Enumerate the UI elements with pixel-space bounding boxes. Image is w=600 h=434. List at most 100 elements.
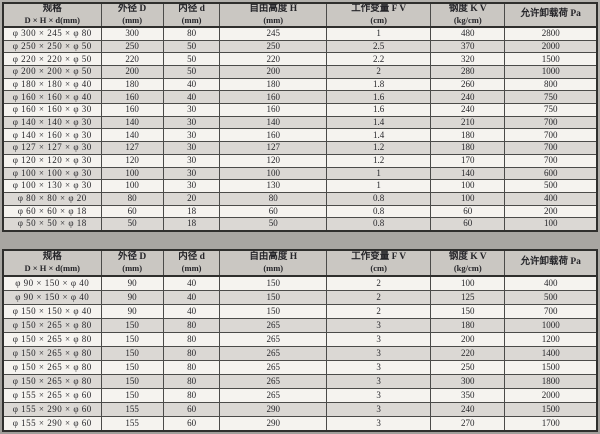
- table-cell: 40: [162, 90, 221, 105]
- table-cell: 400: [504, 275, 598, 292]
- table-cell: 290: [219, 401, 328, 417]
- table-row: φ 60 × 60 × φ 18 60 18 60 0.8 60 200: [2, 204, 598, 219]
- table-cell: 140: [219, 115, 328, 130]
- table-cell: φ 220 × 220 × φ 50: [2, 52, 102, 67]
- table-cell: φ 50 × 50 × φ 18: [2, 217, 102, 232]
- column-header-2: 内径 d (mm): [162, 2, 221, 28]
- table-row: φ 80 × 80 × φ 20 80 20 80 0.8 100 400: [2, 191, 598, 206]
- table-row: φ 150 × 265 × φ 80 150 80 265 3 250 1500: [2, 359, 598, 375]
- table-cell: 2: [326, 65, 432, 79]
- table-cell: 60: [162, 415, 221, 432]
- column-header-4: 工作变量 F V (cm): [326, 249, 432, 277]
- table-row: φ 150 × 150 × φ 40 90 40 150 2 150 700: [2, 304, 598, 320]
- table-cell: 200: [430, 332, 506, 347]
- table-cell: 1.8: [326, 77, 432, 92]
- table-cell: 160: [219, 90, 328, 105]
- table-cell: 240: [430, 103, 506, 117]
- table-cell: 100: [100, 166, 164, 181]
- table-cell: 280: [430, 65, 506, 79]
- table-cell: 40: [162, 304, 221, 320]
- table-cell: 160: [100, 90, 164, 105]
- table-cell: 245: [219, 26, 328, 41]
- table-cell: 155: [100, 401, 164, 417]
- table-cell: 265: [219, 346, 328, 361]
- table-cell: φ 180 × 180 × φ 40: [2, 77, 102, 92]
- table-cell: 1200: [504, 332, 598, 347]
- table-cell: 127: [219, 141, 328, 155]
- spec-table-upper: 规格 D × H × d(mm) 外径 D (mm) 内径 d (mm) 自由高度 H (mm…: [2, 2, 598, 232]
- table-cell: φ 90 × 150 × φ 40: [2, 290, 102, 306]
- table-cell: φ 90 × 150 × φ 40: [2, 275, 102, 292]
- table-cell: 140: [430, 166, 506, 181]
- table-row: φ 160 × 160 × φ 40 160 40 160 1.6 240 750: [2, 90, 598, 105]
- table-cell: φ 155 × 290 × φ 60: [2, 415, 102, 432]
- table-cell: 40: [162, 77, 221, 92]
- table-cell: 140: [100, 128, 164, 143]
- table-cell: 1.6: [326, 103, 432, 117]
- table-cell: 140: [100, 115, 164, 130]
- header-row: 规格 D × H × d(mm) 外径 D (mm) 内径 d (mm) 自由高度 H (mm…: [2, 249, 598, 277]
- table-cell: 80: [162, 346, 221, 361]
- table-row: φ 127 × 127 × φ 30 127 30 127 1.2 180 700: [2, 141, 598, 155]
- table-cell: 320: [430, 52, 506, 67]
- table-cell: φ 150 × 265 × φ 80: [2, 373, 102, 389]
- column-header-2: 内径 d (mm): [162, 249, 221, 277]
- table-cell: φ 150 × 265 × φ 80: [2, 332, 102, 347]
- table-cell: 370: [430, 39, 506, 54]
- table-cell: 200: [504, 204, 598, 219]
- table-cell: 400: [504, 191, 598, 206]
- table-cell: 30: [162, 103, 221, 117]
- table-cell: 130: [219, 179, 328, 193]
- table-cell: 700: [504, 153, 598, 168]
- table-cell: 150: [100, 373, 164, 389]
- table-cell: φ 200 × 200 × φ 50: [2, 65, 102, 79]
- table-row: φ 50 × 50 × φ 18 50 18 50 0.8 60 100: [2, 217, 598, 232]
- table-cell: 60: [219, 204, 328, 219]
- table-cell: 150: [219, 304, 328, 320]
- table-cell: φ 150 × 265 × φ 80: [2, 346, 102, 361]
- table-row: φ 90 × 150 × φ 40 90 40 150 2 100 400: [2, 275, 598, 292]
- table-cell: 30: [162, 128, 221, 143]
- table-header: 规格 D × H × d(mm) 外径 D (mm) 内径 d (mm) 自由高度 H (mm…: [2, 2, 598, 28]
- table-cell: 80: [162, 359, 221, 375]
- table-cell: 2.2: [326, 52, 432, 67]
- table-cell: 265: [219, 359, 328, 375]
- table-cell: 120: [100, 153, 164, 168]
- table-cell: 1000: [504, 65, 598, 79]
- table-cell: 18: [162, 217, 221, 232]
- column-header-5: 钢度 K V (kg/cm): [430, 2, 506, 28]
- table-cell: 0.8: [326, 204, 432, 219]
- table-cell: 1.4: [326, 128, 432, 143]
- table-cell: 180: [100, 77, 164, 92]
- table-cell: 265: [219, 332, 328, 347]
- table-cell: 160: [219, 103, 328, 117]
- table-cell: 265: [219, 387, 328, 403]
- table-cell: 60: [100, 204, 164, 219]
- table-cell: 1400: [504, 346, 598, 361]
- table-cell: 3: [326, 415, 432, 432]
- table-cell: 480: [430, 26, 506, 41]
- table-cell: 0.8: [326, 217, 432, 232]
- column-header-3: 自由高度 H (mm): [219, 2, 328, 28]
- table-row: φ 150 × 265 × φ 80 150 80 265 3 220 1400: [2, 346, 598, 361]
- table-cell: 2: [326, 275, 432, 292]
- table-cell: 180: [430, 318, 506, 334]
- table-cell: 1000: [504, 318, 598, 334]
- table-cell: 80: [100, 191, 164, 206]
- column-header-3: 自由高度 H (mm): [219, 249, 328, 277]
- table-cell: 1.4: [326, 115, 432, 130]
- table-cell: 180: [430, 141, 506, 155]
- table-cell: 155: [100, 415, 164, 432]
- table-cell: 100: [430, 179, 506, 193]
- column-header-6: 允许卸载荷 Pa: [504, 249, 598, 277]
- column-header-0: 规格 D × H × d(mm): [2, 249, 102, 277]
- table-cell: 30: [162, 153, 221, 168]
- table-cell: 2000: [504, 387, 598, 403]
- table-row: φ 250 × 250 × φ 50 250 50 250 2.5 370 2000: [2, 39, 598, 54]
- table-cell: 2800: [504, 26, 598, 41]
- table-cell: 3: [326, 332, 432, 347]
- table-cell: 250: [100, 39, 164, 54]
- table-cell: 265: [219, 318, 328, 334]
- table-row: φ 155 × 265 × φ 60 150 80 265 3 350 2000: [2, 387, 598, 403]
- column-header-6: 允许卸载荷 Pa: [504, 2, 598, 28]
